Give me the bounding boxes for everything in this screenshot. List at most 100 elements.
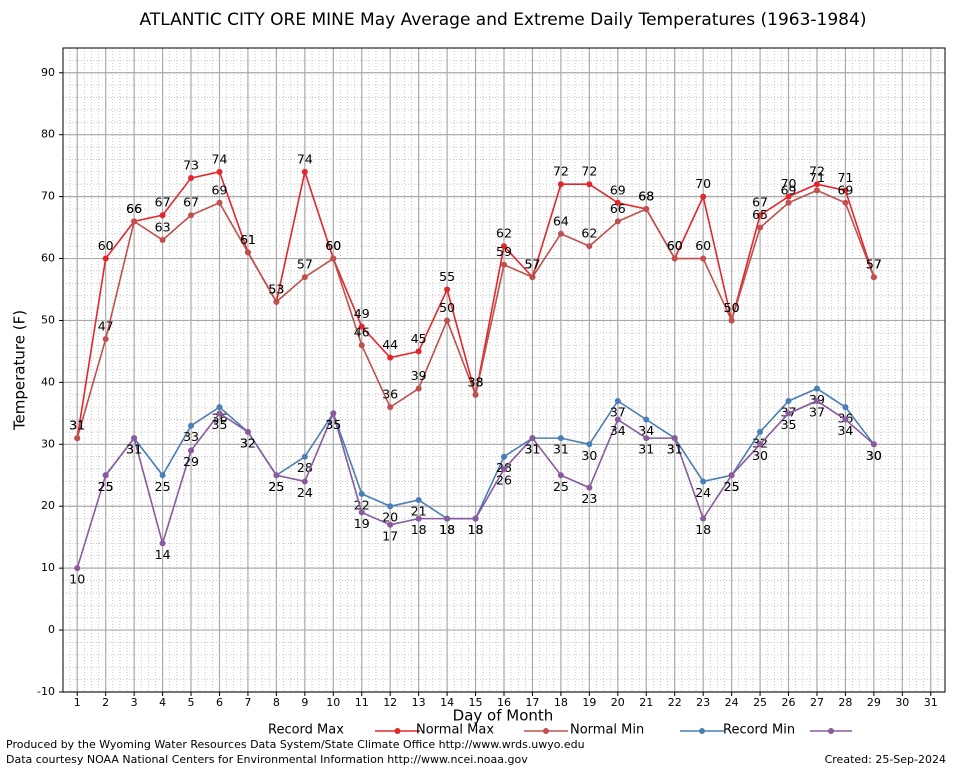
- data-label: 66: [126, 201, 142, 216]
- data-label: 31: [524, 442, 540, 457]
- chart-title: ATLANTIC CITY ORE MINE May Average and E…: [140, 10, 867, 30]
- data-label: 57: [524, 257, 540, 272]
- x-tick-label: 15: [469, 696, 483, 709]
- data-point: [643, 435, 650, 442]
- data-label: 25: [155, 479, 171, 494]
- data-point: [102, 255, 109, 262]
- data-point: [671, 435, 678, 442]
- x-tick-label: 13: [412, 696, 426, 709]
- data-label: 31: [553, 442, 569, 457]
- data-point: [444, 515, 451, 522]
- data-label: 64: [553, 213, 569, 228]
- data-point: [188, 212, 195, 219]
- data-point: [501, 243, 507, 250]
- data-point: [614, 199, 621, 206]
- legend-marker: [394, 728, 401, 734]
- data-point: [159, 236, 166, 243]
- data-point: [387, 404, 394, 411]
- data-label: 25: [724, 479, 740, 494]
- data-label: 21: [411, 504, 427, 519]
- data-label: 73: [183, 158, 199, 173]
- data-point: [102, 336, 109, 343]
- data-point: [273, 472, 280, 479]
- data-point: [529, 435, 536, 442]
- data-point: [301, 478, 308, 485]
- y-tick-label: 60: [41, 252, 55, 265]
- x-tick-label: 14: [440, 696, 454, 709]
- data-point: [472, 391, 479, 398]
- data-label: 39: [411, 368, 427, 383]
- data-label: 69: [837, 182, 853, 197]
- data-label: 74: [297, 151, 313, 166]
- data-label: 37: [610, 404, 626, 419]
- data-label: 46: [354, 325, 370, 340]
- data-label: 69: [610, 182, 626, 197]
- data-point: [813, 181, 820, 188]
- data-point: [131, 435, 138, 442]
- data-point: [188, 422, 195, 429]
- data-label: 36: [212, 411, 228, 426]
- footer-text: Produced by the Wyoming Water Resources …: [6, 738, 585, 751]
- data-label: 30: [866, 448, 882, 463]
- data-point: [330, 255, 337, 262]
- x-axis-label: Day of Month: [453, 707, 554, 725]
- data-label: 71: [837, 170, 853, 185]
- data-point: [813, 385, 820, 392]
- data-point: [842, 199, 849, 206]
- x-tick-label: 12: [383, 696, 397, 709]
- legend-marker: [699, 728, 705, 734]
- data-point: [188, 447, 195, 454]
- data-label: 50: [439, 300, 455, 315]
- data-point: [728, 317, 735, 324]
- data-label: 20: [382, 510, 398, 525]
- x-tick-label: 1: [74, 696, 81, 709]
- data-point: [358, 490, 365, 497]
- data-label: 67: [183, 195, 199, 210]
- data-point: [842, 404, 849, 411]
- y-tick-label: 70: [41, 190, 55, 203]
- data-label: 31: [126, 442, 142, 457]
- plot-frame: [62, 47, 946, 693]
- data-point: [273, 298, 280, 305]
- data-point: [159, 472, 166, 479]
- data-point: [785, 193, 792, 200]
- x-tick-label: 20: [611, 696, 625, 709]
- legend-marker: [543, 728, 549, 734]
- data-label: 70: [781, 176, 797, 191]
- x-tick-label: 30: [895, 696, 909, 709]
- data-point: [671, 255, 678, 262]
- data-label: 31: [667, 442, 683, 457]
- data-point: [358, 323, 365, 330]
- data-label: 60: [667, 238, 683, 253]
- data-label: 59: [496, 244, 512, 259]
- y-tick-label: -10: [37, 685, 55, 698]
- data-label: 57: [524, 257, 540, 272]
- x-tick-label: 22: [668, 696, 682, 709]
- data-label: 26: [496, 473, 512, 488]
- data-point: [757, 224, 764, 231]
- data-point: [757, 212, 764, 219]
- data-point: [330, 410, 337, 417]
- x-tick-label: 24: [725, 696, 739, 709]
- legend-label: Record Max: [268, 723, 344, 738]
- data-label: 30: [581, 448, 597, 463]
- data-label: 60: [98, 238, 114, 253]
- legend-label: Normal Min: [570, 723, 644, 738]
- data-label: 24: [695, 485, 711, 500]
- data-label: 53: [268, 281, 284, 296]
- data-label: 19: [354, 516, 370, 531]
- data-label: 61: [240, 232, 256, 247]
- data-label: 68: [638, 189, 654, 204]
- data-point: [387, 521, 394, 528]
- data-point: [159, 540, 166, 547]
- data-label: 50: [724, 300, 740, 315]
- data-label: 62: [581, 226, 597, 241]
- data-label: 31: [667, 442, 683, 457]
- data-point: [557, 472, 564, 479]
- data-point: [301, 274, 308, 281]
- x-tick-label: 31: [924, 696, 938, 709]
- data-point: [842, 187, 849, 194]
- data-point: [358, 342, 365, 349]
- data-label: 70: [695, 176, 711, 191]
